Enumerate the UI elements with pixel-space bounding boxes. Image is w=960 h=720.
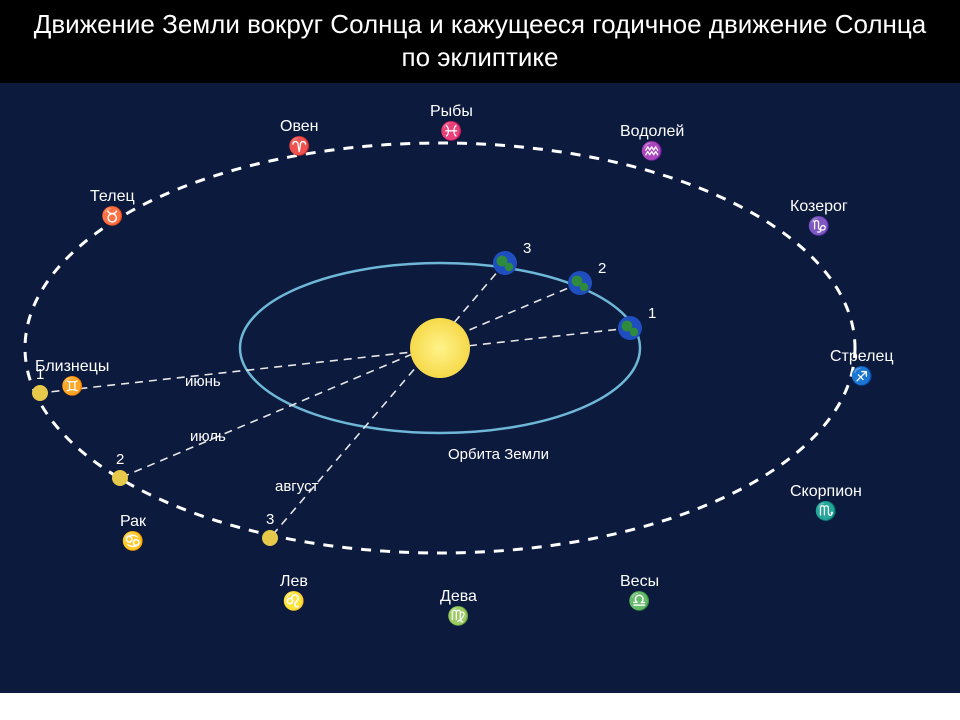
- svg-text:3: 3: [266, 511, 274, 528]
- zodiac-♐: Стрелец♐: [830, 348, 894, 388]
- zodiac-♏: Скорпион♏: [790, 483, 862, 523]
- svg-text:2: 2: [116, 451, 124, 468]
- month-label: июнь: [185, 373, 221, 390]
- zodiac-♈: Овен♈: [280, 118, 319, 158]
- zodiac-♌: Лев♌: [280, 573, 308, 613]
- month-label: июль: [190, 428, 226, 445]
- zodiac-♉: Телец♉: [90, 188, 135, 228]
- svg-text:2: 2: [598, 260, 606, 277]
- page-title: Движение Земли вокруг Солнца и кажущееся…: [0, 0, 960, 83]
- zodiac-♋: Рак♋: [120, 513, 146, 553]
- zodiac-♍: Дева♍: [440, 588, 477, 628]
- month-label: август: [275, 478, 318, 495]
- diagram-stage: 123123Рыбы♓Овен♈Телец♉Близнецы♊Рак♋Лев♌Д…: [0, 83, 960, 693]
- zodiac-♎: Весы♎: [620, 573, 659, 613]
- zodiac-♒: Водолей♒: [620, 123, 684, 163]
- zodiac-♑: Козерог♑: [790, 198, 848, 238]
- zodiac-♊: Близнецы♊: [35, 358, 109, 398]
- svg-text:1: 1: [648, 305, 656, 322]
- svg-text:3: 3: [523, 240, 531, 257]
- orbit-label: Орбита Земли: [448, 446, 549, 463]
- zodiac-♓: Рыбы♓: [430, 103, 473, 143]
